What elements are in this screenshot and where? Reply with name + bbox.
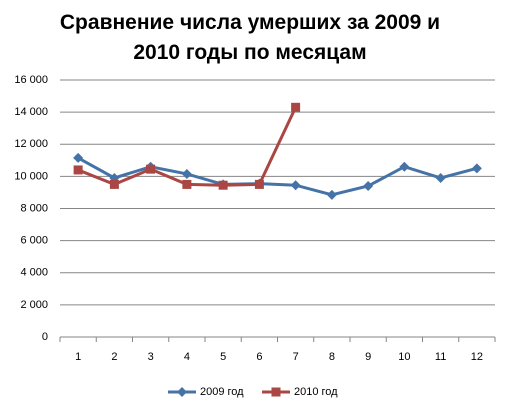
y-tick-label: 8 000 [20,202,48,214]
marker [291,102,301,112]
x-tick-label: 1 [75,351,81,363]
marker [290,180,301,191]
marker [177,387,187,397]
x-tick-label: 3 [148,351,154,363]
marker [326,189,337,200]
x-tick-label: 10 [398,351,410,363]
y-tick-label: 2 000 [20,299,48,311]
marker [73,152,84,163]
marker [399,161,410,172]
marker [182,179,192,189]
marker [218,180,228,190]
x-tick-label: 8 [329,351,335,363]
x-tick-label: 4 [184,351,190,363]
y-tick-label: 12 000 [14,138,48,150]
marker [435,172,446,183]
marker [146,164,156,174]
x-tick-label: 5 [220,351,226,363]
series-line [77,156,478,197]
legend-label: 2010 год [294,386,338,398]
y-tick-label: 4 000 [20,267,48,279]
x-tick-label: 9 [365,351,371,363]
y-tick-label: 6 000 [20,235,48,247]
y-tick-label: 0 [42,331,48,343]
y-tick-label: 10 000 [14,170,48,182]
marker [363,181,374,192]
marker [254,179,264,189]
marker [109,179,119,189]
legend-label: 2009 год [200,386,244,398]
marker [73,165,83,175]
y-tick-label: 16 000 [14,74,48,86]
x-tick-label: 11 [435,351,446,363]
y-tick-label: 14 000 [14,106,48,118]
x-tick-label: 7 [293,351,299,363]
chart-title: Сравнение числа умерших за 2009 и 2010 г… [59,11,441,64]
marker [181,168,192,179]
x-tick-label: 2 [111,351,117,363]
x-tick-label: 12 [471,351,483,363]
marker [471,163,482,174]
marker [271,387,281,397]
x-tick-label: 6 [256,351,262,363]
